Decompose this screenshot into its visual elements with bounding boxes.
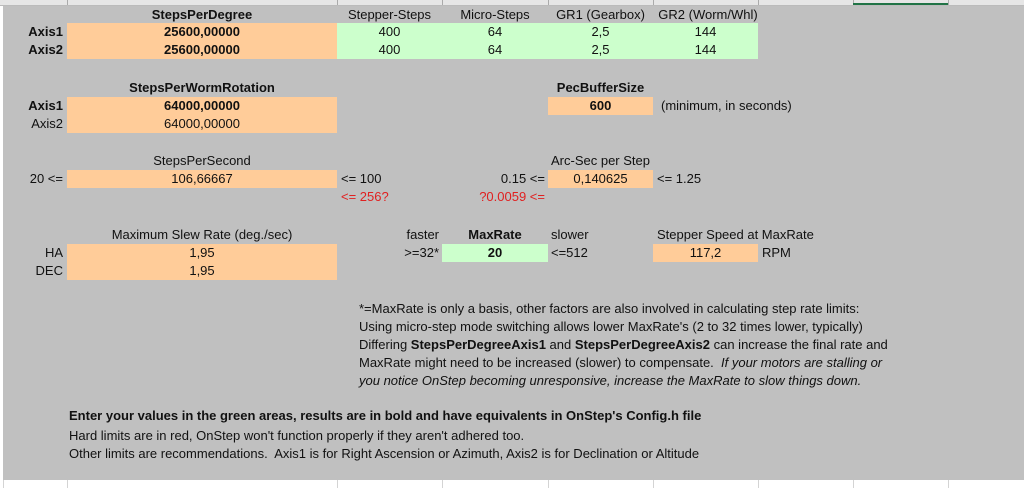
arcsec-min: 0.15 <=	[500, 171, 545, 186]
arcsec-header: Arc-Sec per Step	[551, 153, 650, 168]
slower-label: slower	[551, 227, 589, 242]
arcsec-hard-min: ?0.0059 <=	[479, 189, 545, 204]
footer-line-1: Enter your values in the green areas, re…	[69, 408, 702, 423]
note-bold-text: StepsPerDegreeAxis2	[574, 337, 710, 352]
worm-rotation-axis2[interactable]: 64000,00000	[67, 115, 337, 133]
maxrate-min: >=32*	[404, 245, 439, 260]
column-divider	[337, 0, 338, 5]
maxrate-max: <=512	[551, 245, 588, 260]
stepper-speed-header: Stepper Speed at MaxRate	[657, 227, 814, 242]
steps-per-second-min: 20 <=	[29, 171, 63, 186]
pec-buffer-header: PecBufferSize	[556, 80, 645, 95]
gridline	[548, 480, 549, 488]
stepper-steps-axis1-input[interactable]: 400	[337, 23, 442, 41]
note-italic-text: If your motors are stalling or	[721, 355, 883, 370]
selected-column-indicator	[853, 3, 948, 5]
worm-axis1-label: Axis1	[28, 98, 63, 113]
gridline	[948, 480, 949, 488]
footer-line-3: Other limits are recommendations. Axis1 …	[69, 446, 700, 461]
column-divider	[548, 0, 549, 5]
slew-rate-header: Maximum Slew Rate (deg./sec)	[111, 227, 293, 242]
stepper-steps-axis2-input[interactable]: 400	[337, 41, 442, 59]
maxrate-header: MaxRate	[468, 227, 522, 242]
axis2-label: Axis2	[28, 42, 63, 57]
stepper-steps-header: Stepper-Steps	[347, 7, 432, 22]
maxrate-input[interactable]: 20	[442, 244, 548, 262]
note-line-1: *=MaxRate is only a basis, other factors…	[359, 301, 860, 316]
note-line-3: Differing StepsPerDegreeAxis1 and StepsP…	[359, 336, 888, 354]
column-divider	[853, 0, 854, 5]
gr1-header: GR1 (Gearbox)	[556, 7, 645, 22]
faster-label: faster	[406, 227, 439, 242]
gr1-axis1-input[interactable]: 2,5	[548, 23, 653, 41]
column-divider	[67, 0, 68, 5]
steps-per-degree-header: StepsPerDegree	[151, 7, 253, 22]
column-divider	[758, 0, 759, 5]
gridline	[653, 480, 654, 488]
note-text: MaxRate might need to be increased (slow…	[359, 355, 722, 370]
steps-per-second-header: StepsPerSecond	[153, 153, 251, 168]
steps-per-second-value[interactable]: 106,66667	[67, 170, 337, 188]
column-divider	[948, 0, 949, 5]
stepper-speed-unit: RPM	[762, 245, 791, 260]
gr2-axis2-input[interactable]: 144	[653, 41, 758, 59]
column-header-strip[interactable]	[0, 0, 1024, 6]
axis1-label: Axis1	[28, 24, 63, 39]
gr2-header: GR2 (Worm/Whl)	[658, 7, 758, 22]
worm-rotation-axis1[interactable]: 64000,00000	[67, 97, 337, 115]
pec-buffer-value[interactable]: 600	[548, 97, 653, 115]
gridline	[67, 480, 68, 488]
gridline	[758, 480, 759, 488]
worm-rotation-header: StepsPerWormRotation	[129, 80, 275, 95]
note-text: can increase the final rate and	[710, 337, 888, 352]
footer-line-2: Hard limits are in red, OnStep won't fun…	[69, 428, 525, 443]
gridline	[853, 480, 854, 488]
steps-per-degree-axis1[interactable]: 25600,00000	[67, 23, 337, 41]
dec-label: DEC	[35, 263, 63, 278]
slew-rate-ha[interactable]: 1,95	[67, 244, 337, 262]
arcsec-max: <= 1.25	[657, 171, 702, 186]
gridline	[442, 480, 443, 488]
stepper-speed-value[interactable]: 117,2	[653, 244, 758, 262]
gr1-axis2-input[interactable]: 2,5	[548, 41, 653, 59]
steps-per-second-max: <= 100	[341, 171, 382, 186]
gridline	[337, 480, 338, 488]
sheet-area	[3, 6, 1024, 480]
micro-steps-axis2-input[interactable]: 64	[442, 41, 548, 59]
worm-axis2-label: Axis2	[31, 116, 63, 131]
column-divider	[442, 0, 443, 5]
column-divider	[653, 0, 654, 5]
note-line-5: you notice OnStep becoming unresponsive,…	[359, 373, 862, 388]
ha-label: HA	[44, 245, 63, 260]
gr2-axis1-input[interactable]: 144	[653, 23, 758, 41]
note-line-2: Using micro-step mode switching allows l…	[359, 319, 863, 334]
steps-per-second-hard-max: <= 256?	[341, 189, 389, 204]
note-line-4: MaxRate might need to be increased (slow…	[359, 354, 882, 372]
micro-steps-header: Micro-Steps	[460, 7, 530, 22]
note-text: and	[545, 337, 575, 352]
arcsec-value[interactable]: 0,140625	[548, 170, 653, 188]
steps-per-degree-axis2[interactable]: 25600,00000	[67, 41, 337, 59]
pec-buffer-note: (minimum, in seconds)	[661, 98, 792, 113]
note-text: Differing	[359, 337, 411, 352]
micro-steps-axis1-input[interactable]: 64	[442, 23, 548, 41]
slew-rate-dec[interactable]: 1,95	[67, 262, 337, 280]
gridline	[3, 480, 4, 488]
note-bold-text: StepsPerDegreeAxis1	[410, 337, 546, 352]
